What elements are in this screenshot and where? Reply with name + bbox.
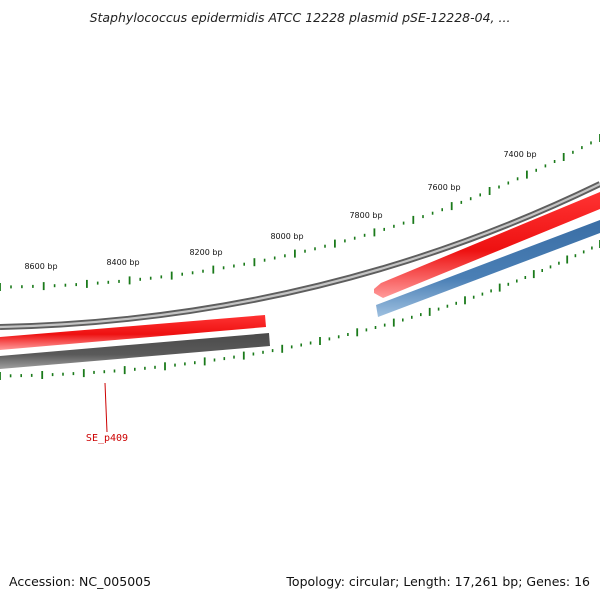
tick-label-7400: 7400 bp <box>503 150 536 159</box>
tick-label-7800: 7800 bp <box>349 211 382 220</box>
inner-tick-ring <box>0 240 600 380</box>
tick-label-8400: 8400 bp <box>106 258 139 267</box>
map-title: Staphylococcus epidermidis ATCC 12228 pl… <box>90 10 511 25</box>
tick-label-8600: 8600 bp <box>24 262 57 271</box>
accession-label: Accession: NC_005005 <box>9 574 151 589</box>
gene-label-leader-line <box>104 382 108 433</box>
tick-label-8000: 8000 bp <box>270 232 303 241</box>
gene-se-p409[interactable] <box>0 315 266 350</box>
topology-summary: Topology: circular; Length: 17,261 bp; G… <box>285 574 590 589</box>
gene-forward-arrow[interactable] <box>374 192 600 298</box>
gc-content-segment <box>0 333 270 369</box>
tick-label-7600: 7600 bp <box>427 183 460 192</box>
outer-tick-ring <box>0 134 600 291</box>
tick-label-8200: 8200 bp <box>189 248 222 257</box>
gene-reverse-segment[interactable] <box>376 220 600 317</box>
backbone-highlight <box>0 183 600 329</box>
gene-label-se-p409[interactable]: SE_p409 <box>86 433 128 444</box>
